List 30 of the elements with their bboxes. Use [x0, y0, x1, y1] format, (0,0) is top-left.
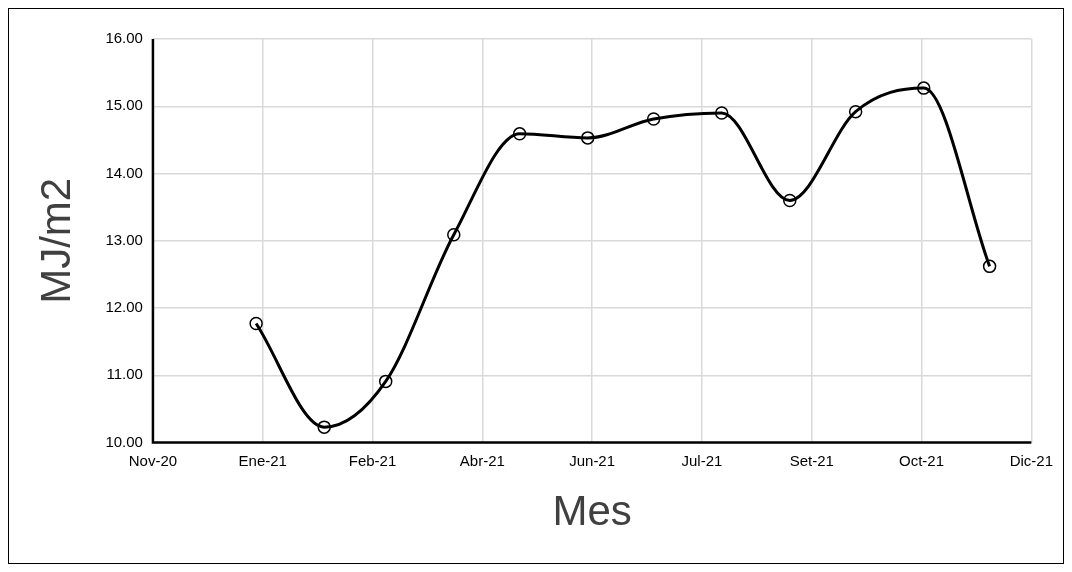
- y-axis-title: MJ/m2: [31, 177, 79, 304]
- y-tick-label: 10.00: [105, 432, 143, 450]
- x-tick-label: Set-21: [789, 451, 834, 469]
- point: [982, 259, 997, 274]
- point: [783, 193, 797, 208]
- point: [447, 228, 461, 242]
- x-tick-label: Nov-20: [128, 451, 178, 469]
- point: [714, 106, 729, 120]
- x-tick-label: Feb-21: [348, 451, 397, 469]
- point: [378, 374, 393, 389]
- point: [848, 104, 863, 119]
- y-tick-label: 14.00: [105, 163, 143, 181]
- point: [512, 127, 527, 141]
- y-tick-label: 16.00: [105, 29, 143, 47]
- x-tick-label: Jul-21: [681, 451, 723, 469]
- y-tick-label: 12.00: [105, 298, 143, 316]
- x-tick-label: Ene-21: [238, 451, 287, 469]
- x-tick-label: Abr-21: [459, 451, 505, 469]
- point: [317, 420, 331, 434]
- point: [916, 81, 931, 95]
- point: [646, 112, 661, 126]
- point: [249, 316, 263, 331]
- point: [580, 131, 595, 145]
- y-tick-label: 11.00: [106, 365, 143, 383]
- x-axis-title: Mes: [552, 487, 632, 535]
- x-tick-label: Jun-21: [569, 451, 616, 469]
- x-tick-label: Oct-21: [899, 451, 945, 469]
- y-tick-label: 15.00: [105, 96, 143, 114]
- x-tick-label: Dic-21: [1009, 451, 1054, 469]
- y-tick-label: 13.00: [105, 230, 143, 248]
